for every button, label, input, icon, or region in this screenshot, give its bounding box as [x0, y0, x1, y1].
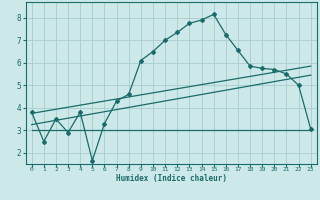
X-axis label: Humidex (Indice chaleur): Humidex (Indice chaleur): [116, 174, 227, 183]
